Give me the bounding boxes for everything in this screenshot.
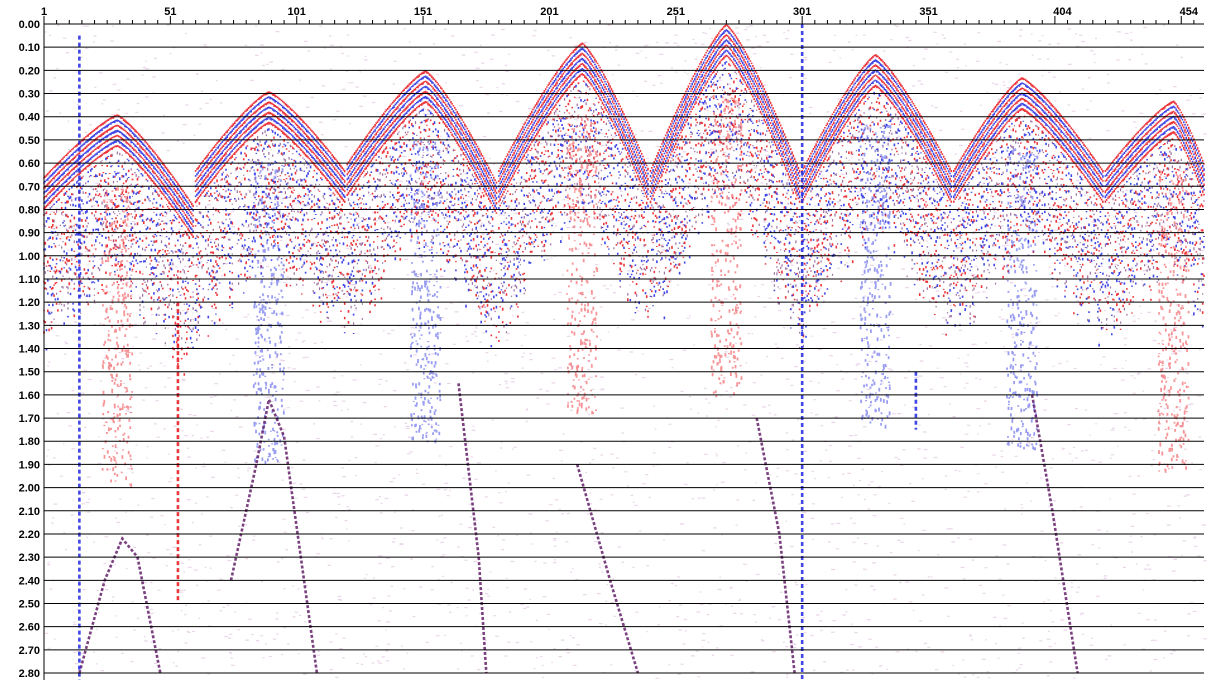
shot-gather xyxy=(498,42,649,415)
y-tick-label: 0.60 xyxy=(19,158,40,170)
y-tick-label: 0.20 xyxy=(19,65,40,77)
y-tick-label: 1.30 xyxy=(19,320,40,332)
y-tick-label: 1.40 xyxy=(19,344,40,356)
trace-axis: 1 51 101 151 201 251 301 351 404 454 xyxy=(41,6,1204,25)
y-tick-label: 1.00 xyxy=(19,251,40,263)
y-tick-label: 0.00 xyxy=(19,19,40,31)
x-tick-label: 404 xyxy=(1053,6,1072,18)
shot-gather xyxy=(953,77,1104,451)
deep-event xyxy=(457,383,488,674)
y-tick-label: 1.90 xyxy=(19,459,40,471)
negative-amplitude xyxy=(953,82,1104,347)
y-tick-label: 1.10 xyxy=(19,274,40,286)
y-tick-label: 2.60 xyxy=(19,622,40,634)
seismic-amplitude-layer xyxy=(43,23,1207,679)
y-tick-label: 2.40 xyxy=(19,575,40,587)
mixed-amplitude xyxy=(1104,141,1205,325)
y-tick-label: 1.70 xyxy=(19,413,40,425)
y-tick-label: 2.50 xyxy=(19,599,40,611)
positive-amplitude xyxy=(1104,100,1205,331)
positive-amplitude xyxy=(649,24,801,325)
positive-amplitude xyxy=(346,70,498,339)
near-offset-noise xyxy=(1157,170,1190,473)
negative-amplitude xyxy=(194,96,346,334)
mixed-amplitude xyxy=(954,116,1104,324)
y-tick-label: 2.70 xyxy=(19,645,40,657)
y-tick-label: 1.60 xyxy=(19,390,40,402)
x-tick-label: 301 xyxy=(793,6,811,18)
positive-amplitude xyxy=(194,91,346,337)
shot-gather xyxy=(43,114,194,488)
near-offset-noise xyxy=(101,185,134,488)
near-offset-noise xyxy=(566,112,599,415)
x-tick-label: 201 xyxy=(540,6,558,18)
mixed-amplitude xyxy=(346,111,497,327)
y-tick-label: 0.30 xyxy=(19,89,40,101)
x-tick-label: 454 xyxy=(1180,6,1199,18)
y-tick-label: 2.30 xyxy=(19,552,40,564)
x-tick-label: 151 xyxy=(414,6,432,18)
mixed-amplitude xyxy=(196,129,346,341)
near-offset-noise xyxy=(409,140,442,444)
negative-amplitude xyxy=(346,75,498,348)
time-axis: 0.00 0.10 0.20 0.30 0.40 0.50 0.60 0.70 0.80 0.90… xyxy=(19,19,45,680)
y-tick-label: 1.50 xyxy=(19,367,40,379)
y-tick-label: 0.90 xyxy=(19,228,40,240)
y-tick-label: 2.10 xyxy=(19,506,40,518)
deep-event xyxy=(78,536,162,674)
y-tick-label: 0.80 xyxy=(19,204,40,216)
x-tick-label: 51 xyxy=(164,6,176,18)
x-tick-label: 251 xyxy=(667,6,685,18)
y-tick-label: 1.20 xyxy=(19,297,40,309)
y-tick-label: 0.10 xyxy=(19,42,40,54)
y-tick-label: 2.80 xyxy=(19,668,40,680)
negative-amplitude xyxy=(649,29,801,329)
y-tick-label: 1.80 xyxy=(19,436,40,448)
shot-gather xyxy=(649,24,801,398)
y-tick-label: 0.40 xyxy=(19,112,40,124)
y-tick-label: 2.20 xyxy=(19,529,40,541)
near-offset-noise xyxy=(1006,147,1039,451)
shot-gather xyxy=(346,70,498,444)
mixed-amplitude xyxy=(498,81,647,334)
time-gridlines xyxy=(44,23,1204,674)
y-tick-label: 0.50 xyxy=(19,135,40,147)
y-tick-label: 2.00 xyxy=(19,483,40,495)
y-tick-label: 0.70 xyxy=(19,181,40,193)
x-tick-label: 101 xyxy=(288,6,306,18)
x-tick-label: 1 xyxy=(41,6,47,18)
mixed-amplitude xyxy=(649,68,801,349)
positive-amplitude xyxy=(953,77,1104,329)
x-tick-label: 351 xyxy=(919,6,937,18)
